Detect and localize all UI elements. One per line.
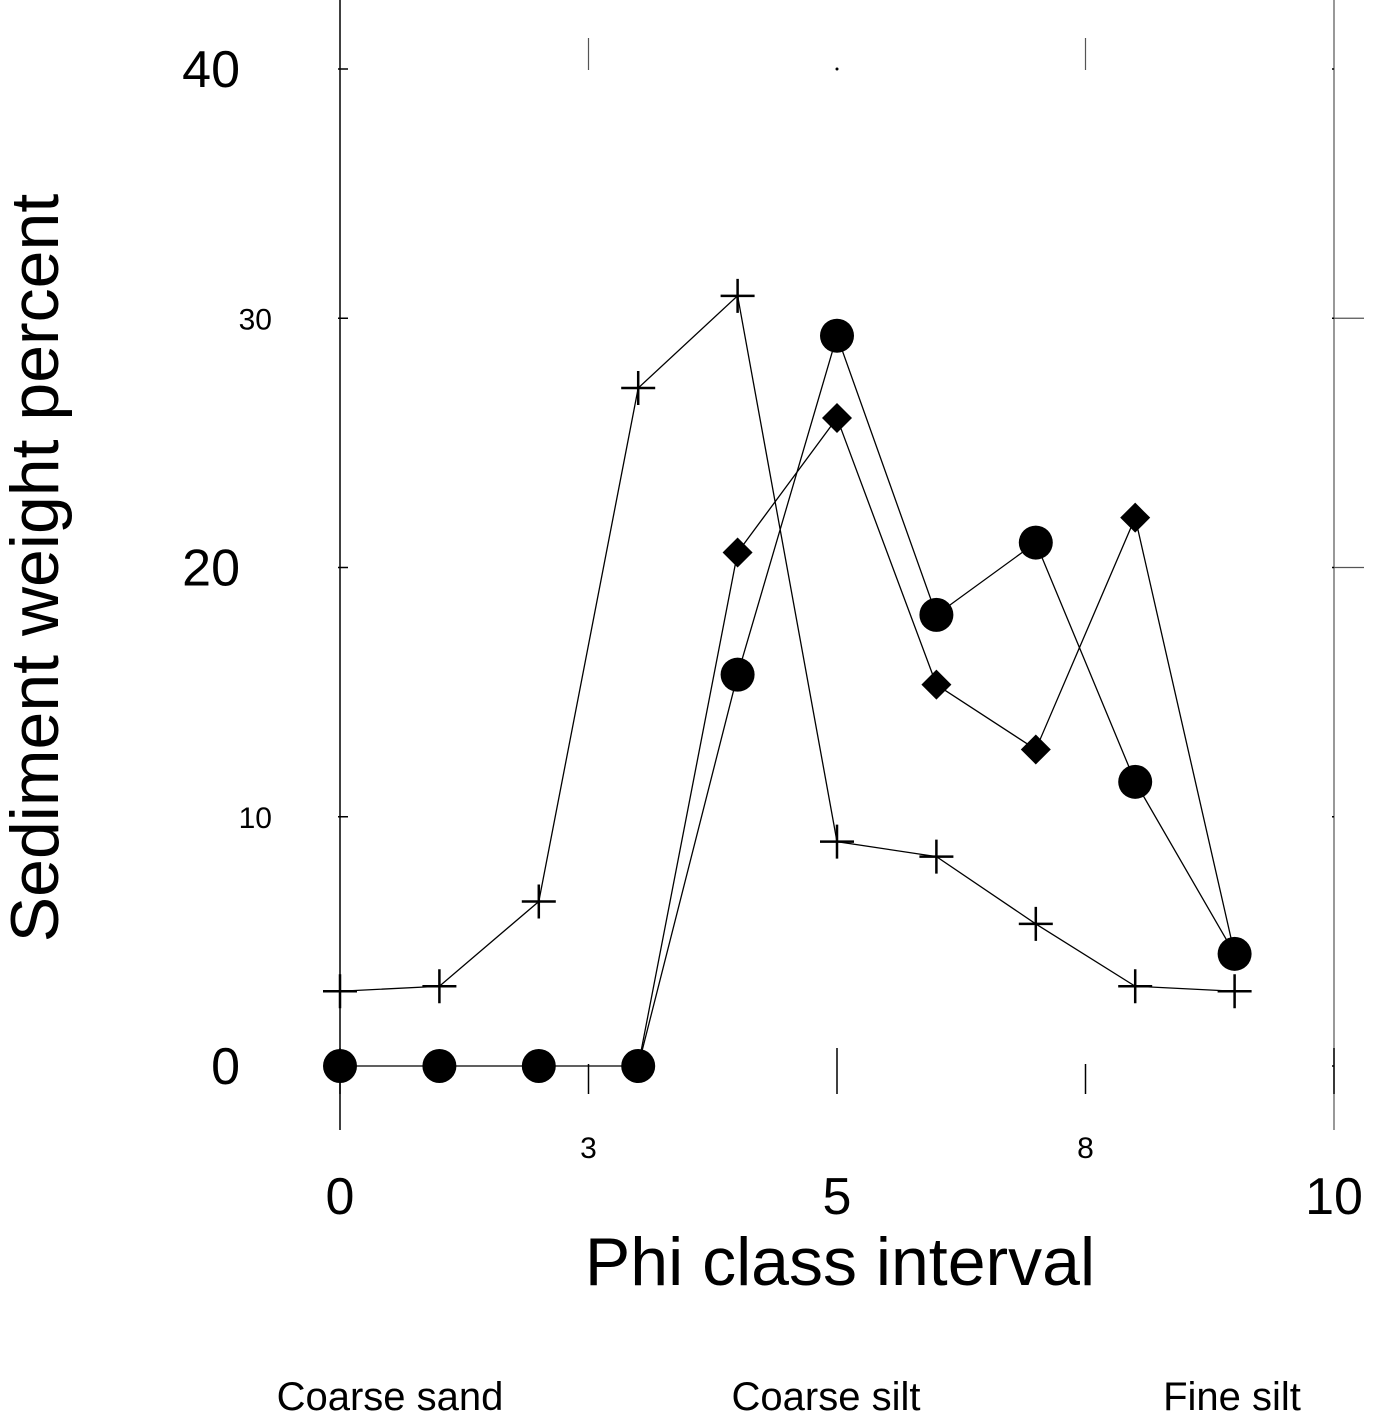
- y-axis-title: Sediment weight percent: [0, 194, 73, 943]
- data-point-plus: [521, 884, 556, 919]
- data-point-diamond: [1020, 734, 1051, 765]
- x-tick-label: 0: [326, 1168, 355, 1226]
- series-diamond: [623, 402, 1250, 1081]
- y-tick-label: 30: [239, 303, 272, 336]
- y-tick-label: 20: [182, 540, 240, 598]
- data-point-diamond: [822, 402, 852, 433]
- y-tick-label: 0: [211, 1038, 240, 1096]
- y-tick-label: 10: [239, 802, 272, 835]
- x-tick-label: 5: [823, 1168, 852, 1226]
- data-point-circle: [1118, 764, 1153, 799]
- data-point-plus: [720, 278, 755, 313]
- size-class-label-fine-silt: Fine silt: [1163, 1375, 1301, 1419]
- data-point-circle: [919, 597, 954, 632]
- x-axis-title: Phi class interval: [585, 1224, 1095, 1300]
- series-plus: [323, 278, 1252, 1009]
- data-point-plus: [422, 969, 457, 1004]
- data-point-circle: [720, 657, 755, 692]
- data-point-circle: [820, 318, 854, 353]
- x-minor-tick-label: 8: [1077, 1132, 1094, 1165]
- size-class-label-coarse-sand: Coarse sand: [277, 1375, 504, 1419]
- data-point-plus: [1118, 969, 1153, 1004]
- data-point-diamond: [722, 537, 753, 568]
- x-tick-label: 10: [1305, 1168, 1363, 1226]
- series-line-plus: [339, 294, 1235, 992]
- data-point-diamond: [1219, 938, 1250, 969]
- series-line-circle: [340, 333, 1236, 1067]
- data-point-diamond: [921, 669, 952, 700]
- size-class-label-coarse-silt: Coarse silt: [732, 1375, 921, 1419]
- data-point-circle: [323, 1049, 357, 1083]
- x-top-tick-dot: [835, 67, 839, 71]
- y-tick-label: 40: [182, 41, 240, 99]
- series-circle: [323, 318, 1252, 1083]
- data-point-circle: [1018, 525, 1053, 560]
- axis-ticks: [338, 38, 1364, 1094]
- data-point-circle: [422, 1049, 457, 1083]
- data-point-plus: [1217, 974, 1252, 1009]
- data-point-plus: [919, 839, 954, 874]
- data-point-plus: [323, 974, 357, 1009]
- data-point-plus: [1018, 906, 1053, 941]
- data-series: [323, 278, 1252, 1083]
- data-point-diamond: [623, 1051, 654, 1081]
- data-point-circle: [521, 1049, 556, 1083]
- data-point-plus: [820, 824, 854, 859]
- axis-tick-labels: 0 20 40 10 30 0 5 10 3 8: [182, 41, 1363, 1226]
- x-minor-tick-label: 3: [580, 1132, 597, 1165]
- data-point-diamond: [1120, 502, 1151, 533]
- plot-frame: [339, 0, 1335, 1130]
- data-point-plus: [621, 371, 656, 406]
